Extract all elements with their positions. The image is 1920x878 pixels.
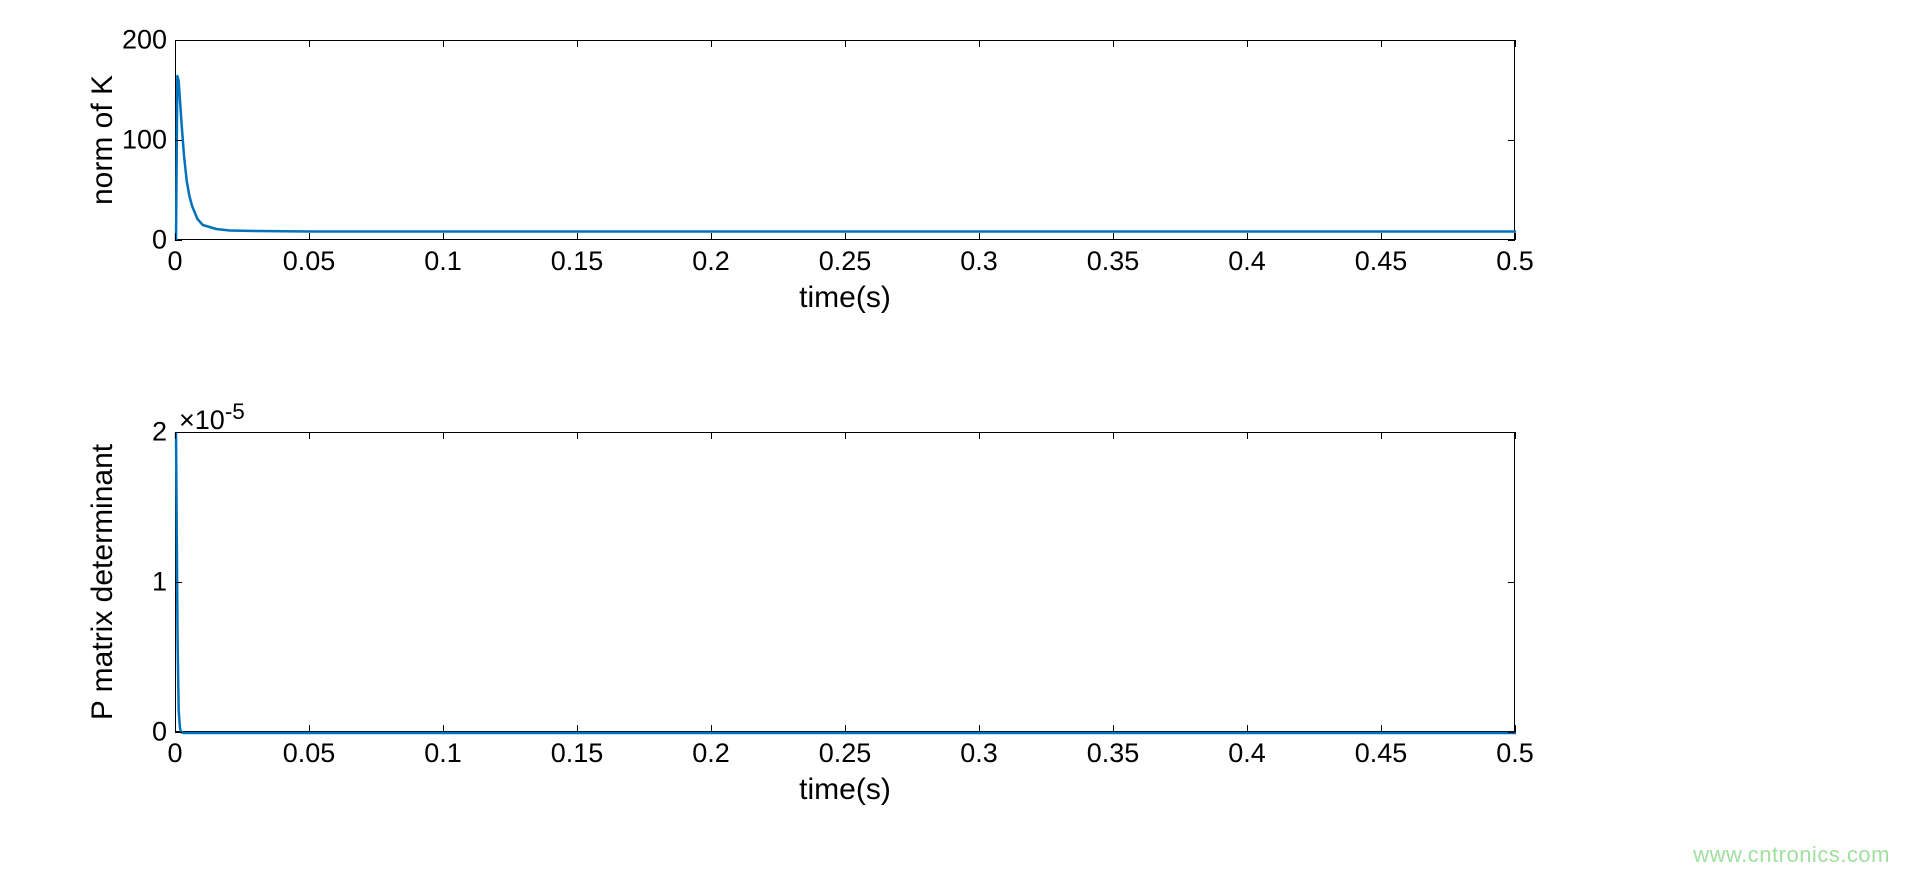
xtick-mark-top (1515, 40, 1516, 47)
figure: 00.050.10.150.20.250.30.350.40.450.50100… (0, 0, 1920, 878)
ytick-label: 2 (152, 417, 167, 448)
xtick-label: 0.05 (283, 246, 336, 277)
ytick-label: 0 (152, 225, 167, 256)
y-exponent-bottom: ×10-5 (179, 399, 245, 436)
xtick-label: 0.35 (1087, 246, 1140, 277)
xtick-label: 0.5 (1496, 246, 1534, 277)
xtick-mark (845, 725, 846, 732)
xtick-mark-top (979, 432, 980, 439)
ytick-mark-right (1508, 40, 1515, 41)
xtick-mark (711, 725, 712, 732)
xtick-mark (1515, 725, 1516, 732)
xtick-label: 0.15 (551, 246, 604, 277)
xtick-mark-top (1247, 432, 1248, 439)
xtick-label: 0.1 (424, 738, 462, 769)
chart-svg-top (176, 41, 1516, 241)
xtick-mark (1247, 725, 1248, 732)
xtick-mark-top (175, 432, 176, 439)
series-line-bottom (176, 433, 1516, 733)
xtick-mark (1247, 233, 1248, 240)
xtick-mark-top (577, 40, 578, 47)
xtick-label: 0.3 (960, 246, 998, 277)
ytick-mark (175, 732, 182, 733)
ytick-mark (175, 40, 182, 41)
ytick-label: 100 (122, 125, 167, 156)
xtick-mark (443, 233, 444, 240)
xtick-mark-top (577, 432, 578, 439)
xtick-label: 0.2 (692, 246, 730, 277)
ytick-label: 0 (152, 717, 167, 748)
xtick-mark-top (1113, 432, 1114, 439)
xtick-mark (1515, 233, 1516, 240)
xtick-mark-top (1515, 432, 1516, 439)
xtick-mark (443, 725, 444, 732)
xtick-mark (1381, 233, 1382, 240)
ytick-mark-right (1508, 140, 1515, 141)
xtick-mark-top (845, 432, 846, 439)
xtick-mark (979, 233, 980, 240)
xtick-mark-top (175, 40, 176, 47)
xtick-mark (175, 233, 176, 240)
xtick-label: 0.1 (424, 246, 462, 277)
xtick-label: 0.3 (960, 738, 998, 769)
ytick-mark (175, 582, 182, 583)
ytick-mark-right (1508, 240, 1515, 241)
xtick-mark-top (1381, 432, 1382, 439)
ytick-mark (175, 240, 182, 241)
ytick-mark-right (1508, 582, 1515, 583)
xtick-label: 0.4 (1228, 246, 1266, 277)
series-line-top (176, 76, 1516, 241)
xtick-label: 0.2 (692, 738, 730, 769)
xtick-label: 0.45 (1355, 738, 1408, 769)
xtick-mark (711, 233, 712, 240)
xtick-label: 0 (167, 246, 182, 277)
xtick-mark (1113, 725, 1114, 732)
xlabel-top: time(s) (799, 281, 891, 315)
xtick-label: 0.15 (551, 738, 604, 769)
xtick-mark-top (309, 432, 310, 439)
xtick-label: 0.4 (1228, 738, 1266, 769)
xtick-label: 0.5 (1496, 738, 1534, 769)
xtick-mark (979, 725, 980, 732)
ytick-mark (175, 140, 182, 141)
xtick-mark-top (1247, 40, 1248, 47)
ytick-label: 1 (152, 567, 167, 598)
xtick-mark-top (309, 40, 310, 47)
xlabel-bottom: time(s) (799, 773, 891, 807)
xtick-label: 0.45 (1355, 246, 1408, 277)
chart-svg-bottom (176, 433, 1516, 733)
xtick-mark-top (845, 40, 846, 47)
xtick-mark (309, 725, 310, 732)
xtick-mark (845, 233, 846, 240)
xtick-mark-top (711, 40, 712, 47)
xtick-label: 0.25 (819, 738, 872, 769)
xtick-mark-top (1113, 40, 1114, 47)
xtick-mark (309, 233, 310, 240)
ytick-mark-right (1508, 432, 1515, 433)
xtick-mark (1113, 233, 1114, 240)
xtick-label: 0.35 (1087, 738, 1140, 769)
xtick-mark (1381, 725, 1382, 732)
plot-area-top (175, 40, 1515, 240)
xtick-mark (577, 725, 578, 732)
ylabel-bottom: P matrix determinant (86, 444, 120, 720)
xtick-mark-top (979, 40, 980, 47)
xtick-label: 0.25 (819, 246, 872, 277)
xtick-mark-top (443, 40, 444, 47)
plot-area-bottom (175, 432, 1515, 732)
xtick-label: 0.05 (283, 738, 336, 769)
ylabel-top: norm of K (86, 75, 120, 205)
ytick-label: 200 (122, 25, 167, 56)
xtick-mark-top (443, 432, 444, 439)
xtick-mark-top (1381, 40, 1382, 47)
xtick-mark-top (711, 432, 712, 439)
watermark: www.cntronics.com (1693, 842, 1890, 868)
xtick-mark (577, 233, 578, 240)
ytick-mark-right (1508, 732, 1515, 733)
xtick-label: 0 (167, 738, 182, 769)
xtick-mark (175, 725, 176, 732)
